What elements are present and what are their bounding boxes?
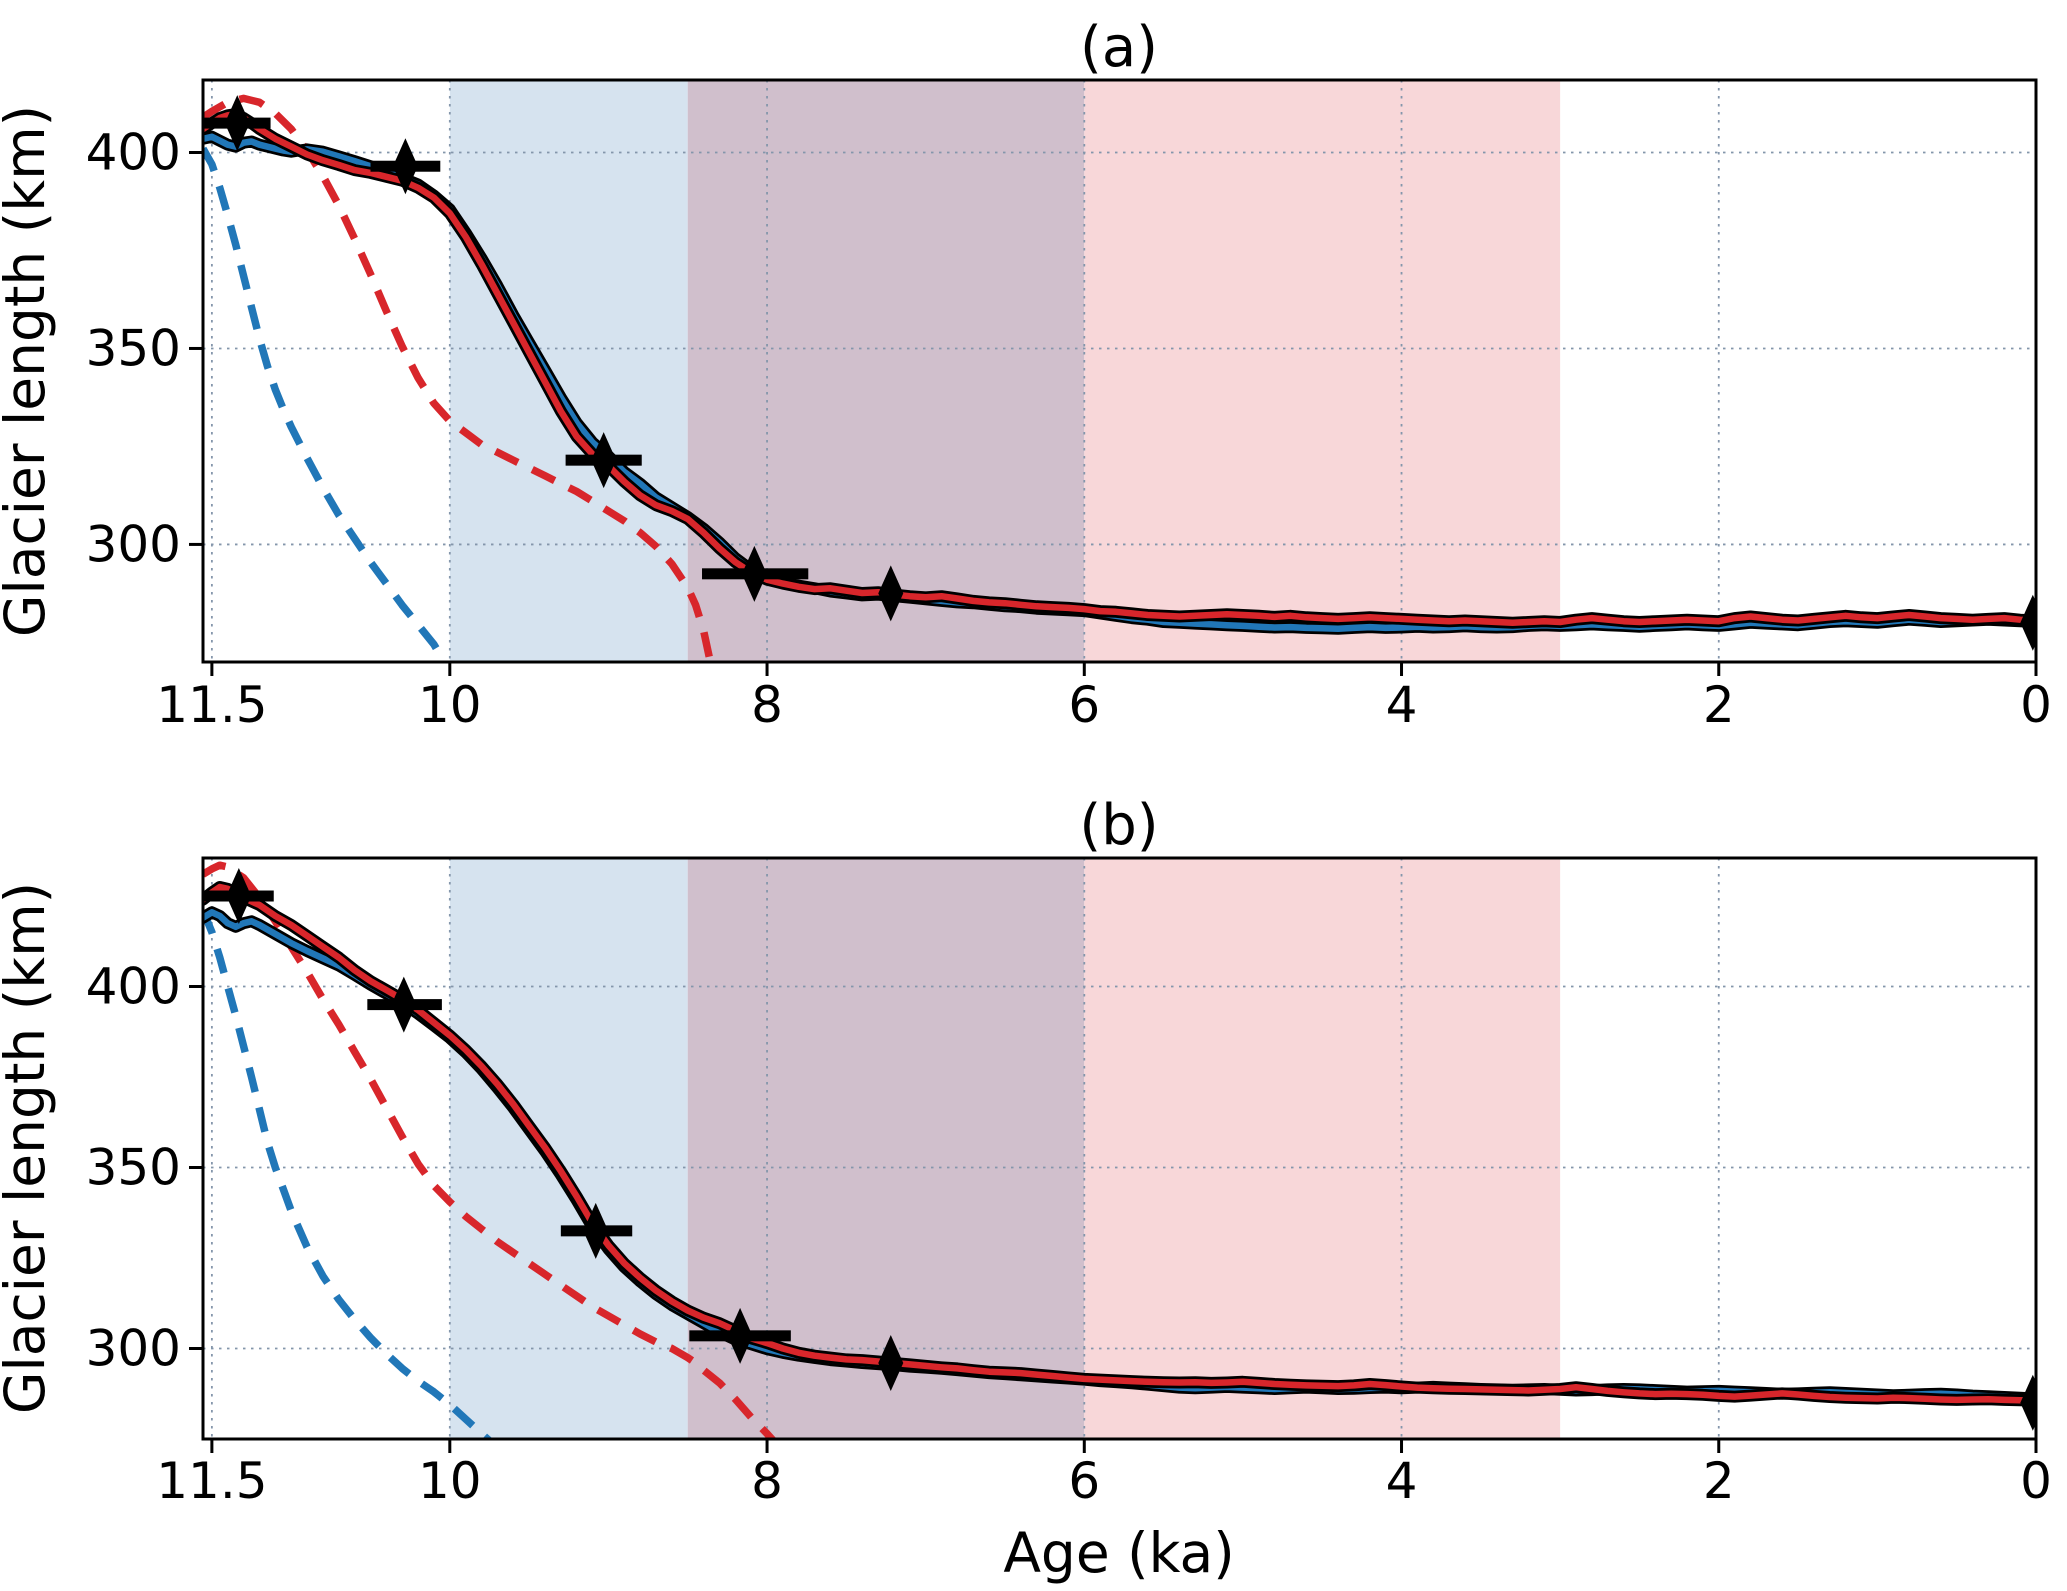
observation-diamond-marker bbox=[2020, 1374, 2036, 1431]
panels-root: 11.5 10 8 6 4 2 0 400 350 300 11.5 10 8 6 4 2 0 400 350 300 bbox=[86, 78, 2052, 1510]
x-tick-label: 0 bbox=[2020, 1452, 2052, 1510]
x-tick-label: 4 bbox=[1386, 676, 1418, 734]
series-red-solid bbox=[203, 110, 2036, 627]
observation-diamond-marker bbox=[878, 1334, 904, 1391]
x-tick-label: 8 bbox=[751, 676, 783, 734]
x-tick-label: 6 bbox=[1068, 676, 1100, 734]
observation-diamond-marker bbox=[878, 565, 904, 622]
y-tick-label: 400 bbox=[86, 958, 181, 1016]
series-red-dashed bbox=[203, 861, 777, 1439]
series-blue-dashed bbox=[203, 909, 493, 1439]
panel-b: 11.5 10 8 6 4 2 0 400 350 300 bbox=[86, 856, 2052, 1510]
shaded-band-blue bbox=[449, 80, 688, 662]
plot-frame bbox=[201, 78, 2038, 664]
series-group bbox=[203, 861, 2036, 1439]
panel-b-y-axis-label: Glacier length (km) bbox=[0, 882, 57, 1414]
panel-a-title: (a) bbox=[1080, 15, 1158, 80]
x-tick-label: 0 bbox=[2020, 676, 2052, 734]
series-blue-dashed bbox=[203, 146, 447, 662]
shaded-band-pink bbox=[1084, 80, 1561, 662]
shaded-band-pink bbox=[1084, 858, 1561, 1439]
observation-bar-marker bbox=[689, 1330, 791, 1342]
observation-bar-marker bbox=[367, 999, 442, 1011]
observation-bar-marker bbox=[203, 117, 271, 129]
x-tick-label: 10 bbox=[418, 1452, 482, 1510]
x-axis-label: Age (ka) bbox=[1003, 1521, 1234, 1585]
panel-a-y-axis-label: Glacier length (km) bbox=[0, 105, 57, 637]
observation-bar-marker bbox=[203, 890, 274, 902]
observation-bar-marker bbox=[560, 1225, 633, 1237]
observation-bar-marker bbox=[370, 160, 441, 172]
y-tick-label: 350 bbox=[86, 1139, 181, 1197]
observation-diamond-marker bbox=[2020, 594, 2036, 651]
y-tick-label: 400 bbox=[86, 124, 181, 182]
panel-b-title: (b) bbox=[1079, 793, 1158, 858]
plot-frame bbox=[201, 856, 2038, 1441]
x-tick-label: 11.5 bbox=[156, 676, 267, 734]
observation-bar-marker bbox=[702, 568, 809, 580]
marker-group bbox=[203, 868, 2036, 1431]
x-tick-label: 10 bbox=[418, 676, 482, 734]
marker-group bbox=[203, 95, 2036, 651]
observation-bar-marker bbox=[565, 454, 642, 466]
series-red-dashed bbox=[203, 94, 714, 661]
series-red-solid bbox=[203, 883, 2036, 1404]
panel-a: 11.5 10 8 6 4 2 0 400 350 300 bbox=[86, 78, 2052, 734]
y-tick-label: 300 bbox=[86, 1320, 181, 1378]
x-tick-label: 4 bbox=[1386, 1452, 1418, 1510]
y-tick-label: 350 bbox=[86, 319, 181, 377]
x-tick-label: 11.5 bbox=[156, 1452, 267, 1510]
series-group bbox=[203, 94, 2036, 662]
y-tick-label: 300 bbox=[86, 515, 181, 573]
shaded-band-blue bbox=[449, 858, 688, 1439]
x-tick-label: 6 bbox=[1068, 1452, 1100, 1510]
x-tick-label: 2 bbox=[1703, 676, 1735, 734]
x-tick-label: 8 bbox=[751, 1452, 783, 1510]
x-tick-label: 2 bbox=[1703, 1452, 1735, 1510]
